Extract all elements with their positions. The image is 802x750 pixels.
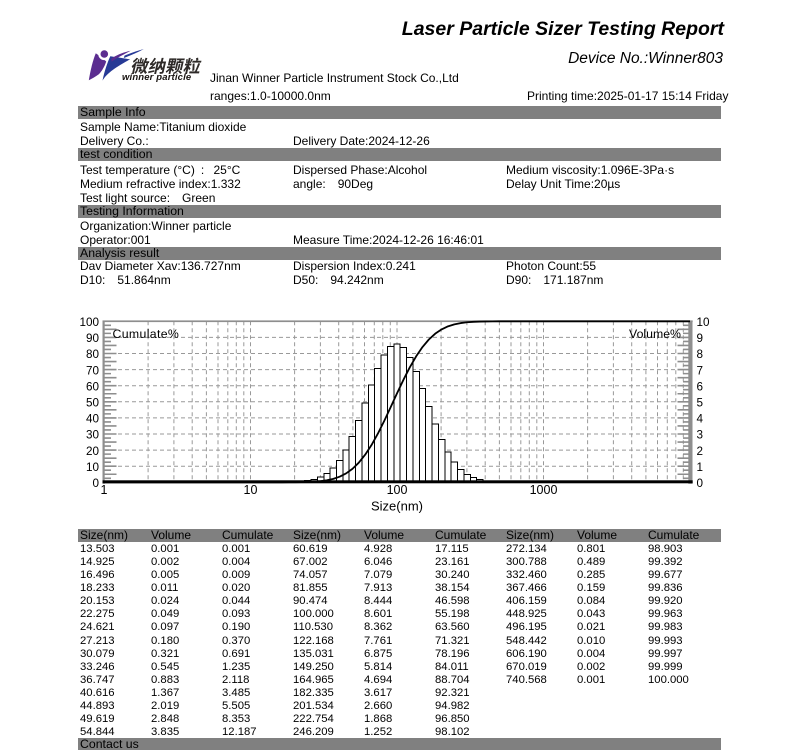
svg-text:9: 9: [697, 332, 704, 345]
svg-text:10: 10: [697, 316, 711, 329]
svg-text:4: 4: [697, 413, 704, 426]
svg-text:50: 50: [86, 397, 100, 410]
svg-text:1000: 1000: [530, 483, 558, 497]
svg-text:80: 80: [86, 348, 100, 361]
svg-text:0: 0: [697, 477, 704, 490]
svg-text:Cumulate%: Cumulate%: [113, 327, 180, 341]
svg-text:6: 6: [697, 380, 704, 393]
svg-text:100: 100: [387, 483, 408, 497]
svg-text:1: 1: [101, 483, 108, 497]
svg-text:3: 3: [697, 429, 704, 442]
svg-text:Volume%: Volume%: [629, 327, 681, 341]
svg-text:30: 30: [86, 429, 100, 442]
svg-text:60: 60: [86, 380, 100, 393]
svg-text:20: 20: [86, 445, 100, 458]
svg-text:10: 10: [244, 483, 258, 497]
svg-text:10: 10: [86, 461, 100, 474]
svg-text:7: 7: [697, 364, 704, 377]
svg-text:5: 5: [697, 397, 704, 410]
svg-text:70: 70: [86, 364, 100, 377]
svg-text:2: 2: [697, 445, 704, 458]
svg-text:100: 100: [79, 316, 99, 329]
svg-text:1: 1: [697, 461, 704, 474]
svg-text:Size(nm): Size(nm): [371, 499, 423, 514]
svg-text:8: 8: [697, 348, 704, 361]
svg-text:0: 0: [92, 477, 99, 490]
svg-text:40: 40: [86, 413, 100, 426]
svg-text:90: 90: [86, 332, 100, 345]
